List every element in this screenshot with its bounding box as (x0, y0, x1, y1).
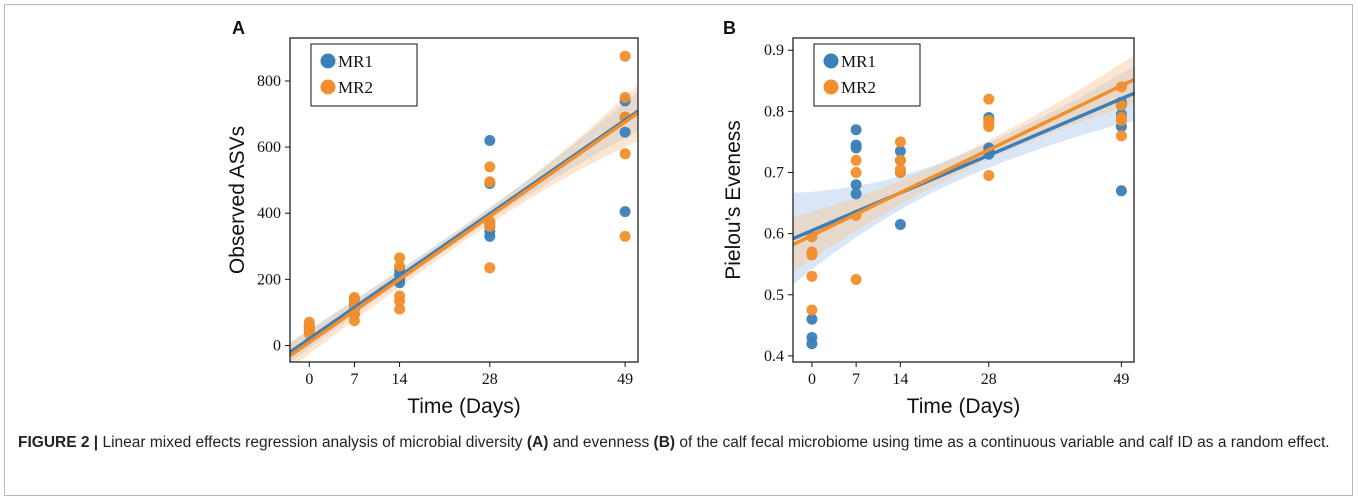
y-tick-label: 200 (257, 271, 281, 288)
axes-frame (792, 37, 1135, 363)
data-point-mr2 (806, 246, 818, 258)
data-point-mr2 (394, 303, 406, 315)
data-point-mr1 (894, 219, 906, 230)
data-point-mr2 (484, 161, 496, 173)
y-axis-title: Observed ASVs (226, 126, 249, 274)
panel-label: B (723, 18, 736, 38)
legend-marker-mr2 (823, 79, 839, 95)
data-point-mr2 (619, 230, 631, 242)
regression-line-mr2 (290, 111, 638, 358)
x-tick-label: 7 (852, 371, 860, 388)
data-point-mr2 (1115, 112, 1127, 123)
data-point-mr2 (894, 136, 906, 148)
caption-text-2: and evenness (548, 434, 654, 451)
data-point-mr2 (850, 274, 862, 285)
data-point-mr1 (894, 145, 906, 157)
y-tick-label: 800 (257, 73, 281, 90)
data-point-mr2 (303, 316, 315, 328)
data-point-mr2 (619, 50, 631, 62)
data-point-mr1 (484, 135, 496, 146)
data-point-mr2 (619, 148, 631, 160)
data-point-mr1 (619, 126, 631, 138)
axes-frame (289, 37, 639, 363)
y-tick-label: 0.7 (764, 164, 784, 181)
data-point-mr2 (850, 154, 862, 166)
data-point-mr1 (850, 124, 862, 136)
chart-panel-a: 0 7 14 28 49 0 200 400 600 800 Time (Days) Observed… (226, 18, 639, 418)
y-tick-label: 0.4 (764, 348, 784, 365)
x-tick-label: 28 (981, 371, 997, 388)
data-point-mr2 (394, 260, 406, 272)
figure-frame (4, 4, 1353, 496)
legend-marker-mr2 (320, 79, 336, 95)
plot-area-b (793, 55, 1134, 350)
data-point-mr2 (983, 93, 995, 105)
legend-label-mr2: MR2 (841, 78, 876, 97)
data-point-mr2 (894, 154, 906, 166)
plot-area-a (290, 50, 638, 362)
data-point-mr1 (850, 139, 862, 151)
data-point-mr2 (983, 170, 995, 181)
caption-figure-label: FIGURE 2 | (18, 434, 99, 451)
y-tick-label: 0.6 (764, 226, 784, 243)
data-point-mr2 (619, 92, 631, 103)
legend-marker-mr1 (320, 53, 336, 69)
data-point-mr2 (394, 252, 406, 264)
data-point-mr2 (484, 176, 496, 188)
data-point-mr1 (850, 179, 862, 191)
x-tick-label: 28 (482, 371, 498, 388)
panel-label: A (232, 18, 245, 38)
y-tick-label: 0.5 (764, 287, 784, 304)
data-point-mr2 (394, 290, 406, 302)
y-tick-label: 0.9 (764, 42, 784, 59)
x-axis-title: Time (Days) (407, 395, 521, 418)
data-point-mr1 (619, 206, 631, 218)
data-point-mr1 (806, 332, 818, 343)
y-tick-label: 0.8 (764, 103, 784, 120)
data-point-mr2 (850, 167, 862, 178)
x-tick-label: 14 (892, 371, 908, 388)
y-axis-title: Pielou’s Eveness (722, 120, 745, 280)
regression-line-mr1 (793, 91, 1134, 241)
x-tick-label: 0 (808, 371, 816, 388)
figure-chart-area: 0 7 14 28 49 0 200 400 600 800 Time (Days) Observed… (226, 18, 1135, 418)
data-point-mr2 (1115, 130, 1127, 142)
x-tick-label: 0 (305, 371, 313, 388)
legend-marker-mr1 (823, 53, 839, 69)
data-point-mr2 (348, 292, 360, 303)
chart-panel-b: 0 7 14 28 49 0.4 0.5 0.6 0.7 0.8 0.9 Time (Days) Pie… (722, 18, 1135, 418)
data-point-mr2 (1115, 99, 1127, 111)
y-tick-label: 600 (257, 139, 281, 156)
x-tick-label: 49 (617, 371, 633, 388)
legend-label-mr1: MR1 (338, 52, 373, 71)
data-point-mr2 (806, 304, 818, 316)
x-tick-label: 49 (1113, 371, 1129, 388)
y-tick-label: 400 (257, 205, 281, 222)
data-point-mr2 (806, 270, 818, 282)
caption-text-1: Linear mixed effects regression analysis… (98, 434, 527, 451)
legend-label-mr1: MR1 (841, 52, 876, 71)
data-point-mr2 (983, 115, 995, 126)
legend-label-mr2: MR2 (338, 78, 373, 97)
y-tick-label: 0 (273, 337, 281, 354)
data-point-mr2 (484, 262, 496, 274)
x-axis-title: Time (Days) (907, 395, 1021, 418)
data-point-mr1 (806, 313, 818, 325)
data-point-mr1 (1115, 185, 1127, 197)
caption-ref-b: (B) (653, 434, 676, 451)
x-tick-label: 14 (392, 371, 408, 388)
caption-ref-a: (A) (526, 434, 549, 451)
caption-text-3: of the calf fecal microbiome using time … (675, 434, 1330, 451)
x-tick-label: 7 (350, 371, 358, 388)
regression-line-mr2 (793, 77, 1134, 247)
data-point-mr1 (850, 188, 862, 200)
figure-caption: FIGURE 2 | Linear mixed effects regressi… (18, 432, 1338, 453)
data-point-mr2 (894, 163, 906, 175)
